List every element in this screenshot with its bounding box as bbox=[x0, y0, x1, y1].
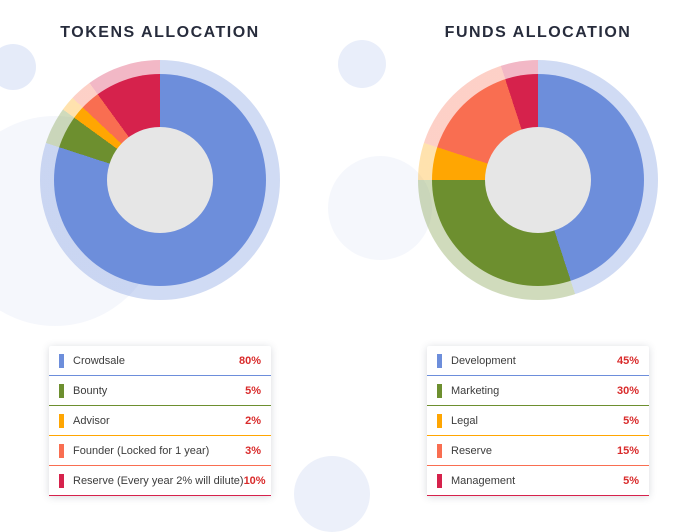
legend-swatch bbox=[437, 413, 442, 428]
legend-row: Founder (Locked for 1 year) 3% bbox=[49, 436, 271, 466]
decorative-bubble bbox=[294, 456, 370, 532]
legend-value: 5% bbox=[623, 474, 639, 487]
chart-title: TOKENS ALLOCATION bbox=[60, 24, 260, 41]
legend-label: Bounty bbox=[73, 384, 108, 397]
legend-swatch bbox=[59, 353, 64, 368]
chart-title: FUNDS ALLOCATION bbox=[444, 24, 632, 41]
legend-label: Marketing bbox=[451, 384, 500, 397]
legend-row: Legal 5% bbox=[427, 406, 649, 436]
legend-value: 10% bbox=[243, 474, 266, 487]
legend-label: Development bbox=[451, 354, 516, 367]
legend-value: 2% bbox=[245, 414, 261, 427]
legend-swatch bbox=[437, 383, 442, 398]
legend-label: Reserve (Every year 2% will dilute) bbox=[73, 474, 244, 487]
legend-value: 5% bbox=[245, 384, 261, 397]
legend-label: Founder (Locked for 1 year) bbox=[73, 444, 210, 457]
donut-hole bbox=[107, 127, 213, 233]
legend-row: Marketing 30% bbox=[427, 376, 649, 406]
legend-value: 3% bbox=[245, 444, 261, 457]
legend-row: Reserve (Every year 2% will dilute) 10% bbox=[49, 466, 271, 496]
legend-row: Development 45% bbox=[427, 346, 649, 376]
legend-swatch bbox=[437, 353, 442, 368]
legend: Crowdsale 80% Bounty 5% Advisor 2% Founder (Lo… bbox=[49, 346, 271, 496]
legend-value: 80% bbox=[238, 354, 261, 367]
legend-swatch bbox=[59, 473, 64, 488]
legend-label: Legal bbox=[451, 414, 478, 427]
tokens-donut-chart bbox=[40, 60, 280, 300]
donut-hole bbox=[485, 127, 591, 233]
legend-swatch bbox=[437, 443, 442, 458]
legend-label: Reserve bbox=[451, 444, 492, 457]
legend-row: Crowdsale 80% bbox=[49, 346, 271, 376]
legend: Development 45% Marketing 30% Legal 5% Reserve… bbox=[427, 346, 649, 496]
decorative-bubble bbox=[0, 44, 36, 90]
tokens-allocation-section: TOKENS ALLOCATION Crowdsale 80% Bounty 5% Ad… bbox=[18, 16, 302, 496]
legend-swatch bbox=[59, 443, 64, 458]
legend-row: Bounty 5% bbox=[49, 376, 271, 406]
legend-label: Advisor bbox=[73, 414, 110, 427]
legend-row: Advisor 2% bbox=[49, 406, 271, 436]
legend-swatch bbox=[437, 473, 442, 488]
legend-value: 5% bbox=[623, 414, 639, 427]
legend-value: 15% bbox=[616, 444, 639, 457]
funds-donut-chart bbox=[418, 60, 658, 300]
legend-label: Management bbox=[451, 474, 516, 487]
decorative-bubble bbox=[328, 156, 432, 260]
decorative-bubble bbox=[338, 40, 386, 88]
funds-allocation-section: FUNDS ALLOCATION Development 45% Marketing… bbox=[396, 16, 680, 496]
legend-swatch bbox=[59, 413, 64, 428]
legend-swatch bbox=[59, 383, 64, 398]
legend-label: Crowdsale bbox=[73, 354, 125, 367]
legend-row: Reserve 15% bbox=[427, 436, 649, 466]
legend-value: 45% bbox=[616, 354, 639, 367]
legend-row: Management 5% bbox=[427, 466, 649, 496]
legend-value: 30% bbox=[616, 384, 639, 397]
